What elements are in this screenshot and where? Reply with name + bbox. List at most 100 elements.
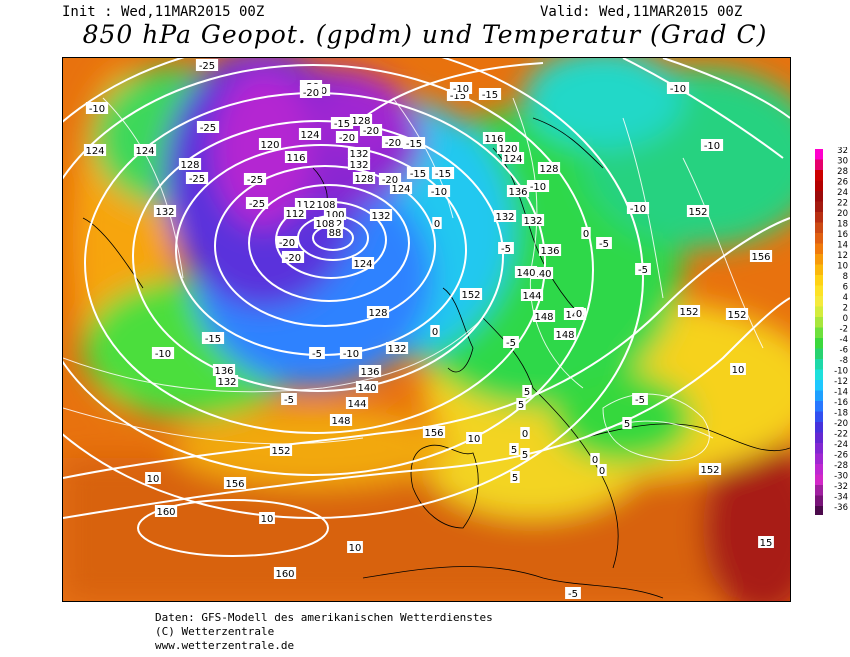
temperature-label: 10 (147, 474, 160, 485)
temperature-label-bg (359, 124, 383, 136)
temperature-label-bg (526, 180, 550, 192)
temperature-label: -10 (89, 104, 105, 115)
temperature-label: -25 (249, 199, 265, 210)
geopotential-label-bg (459, 288, 483, 300)
geopotential-label-bg (496, 142, 520, 154)
geopotential-label: 116 (484, 134, 503, 145)
color-scale-swatch (815, 390, 823, 401)
geopotential-label-bg (154, 505, 178, 517)
temperature-label: -15 (205, 334, 221, 345)
temperature-field (63, 58, 790, 601)
color-scale-label: -22 (834, 430, 848, 440)
color-scale-swatch (815, 506, 823, 515)
temperature-label-bg (245, 197, 269, 209)
geopotential-label-bg (537, 162, 561, 174)
color-scale-swatch (815, 170, 823, 181)
temperature-label: 10 (349, 543, 362, 554)
color-scale-swatch (815, 348, 823, 359)
color-scale-swatch (815, 401, 823, 412)
color-scale-label: -8 (840, 356, 848, 366)
geopotential-label: 140 (357, 383, 376, 394)
geopotential-label-bg (298, 128, 322, 140)
color-scale-swatch (815, 254, 823, 265)
color-scale-label: 26 (837, 178, 848, 188)
color-scale-label: 0 (843, 314, 848, 324)
color-scale-swatch (815, 380, 823, 391)
temperature-label-bg (299, 86, 323, 98)
geopotential-label: 144 (522, 291, 541, 302)
geopotential-label: 140 (516, 268, 535, 279)
geopotential-label: 108 (316, 200, 335, 211)
color-scale-swatch (815, 422, 823, 433)
copyright-text: (C) Wetterzentrale (155, 625, 275, 638)
geopotential-label-bg (273, 567, 297, 579)
geopotential-label: 112 (296, 200, 315, 211)
temperature-label-bg (478, 88, 502, 100)
website-link[interactable]: www.wetterzentrale.de (155, 639, 295, 652)
color-scale-label: -18 (834, 409, 848, 419)
temperature-label: -20 (303, 88, 319, 99)
temperature-label: -5 (506, 338, 516, 349)
footer: Daten: GFS-Modell des amerikanischen Wet… (155, 611, 493, 653)
color-scale-label: -34 (834, 493, 848, 503)
geopotential-label-bg (83, 144, 107, 156)
color-scale-label: 30 (837, 157, 848, 167)
color-scale-swatch (815, 285, 823, 296)
temperature-label: 5 (511, 445, 517, 456)
temperature-label-bg (520, 427, 530, 439)
temperature-label: 0 (576, 309, 582, 320)
geopotential-label-bg (212, 364, 236, 376)
temperature-label: 10 (732, 365, 745, 376)
temperature-label-bg (509, 443, 519, 455)
temperature-label-bg (581, 227, 591, 239)
temperature-label-bg (449, 82, 473, 94)
geopotential-label: 132 (349, 149, 368, 160)
color-scale-label: 18 (837, 220, 848, 230)
color-scale-swatch (815, 474, 823, 485)
temperature-label: -5 (599, 239, 609, 250)
color-scale-swatch (815, 180, 823, 191)
temperature-label: 15 (760, 538, 773, 549)
geopotential-label-bg (329, 414, 353, 426)
color-scale-swatch (815, 327, 823, 338)
color-scale-label: 14 (837, 241, 848, 251)
color-scale-label: 6 (843, 283, 848, 293)
geopotential-label: 120 (498, 144, 517, 155)
geopotential-label: 120 (260, 140, 279, 151)
temperature-labels: -25 -20 -20 -20 -15 -20 -10 -25 -25 -20 -15 -25 -25 -… (85, 59, 774, 600)
geopotential-label: 152 (461, 290, 480, 301)
temperature-label-bg (196, 121, 220, 133)
temperature-label-bg (498, 242, 514, 254)
geopotential-label: 160 (275, 569, 294, 580)
color-scale-swatch (815, 485, 823, 496)
temperature-label: -5 (638, 265, 648, 276)
geopotential-label: 152 (700, 465, 719, 476)
geopotential-label: 152 (727, 310, 746, 321)
temperature-label: -15 (410, 169, 426, 180)
geopotential-label: 152 (679, 307, 698, 318)
temperature-label: 0 (599, 466, 605, 477)
color-scale: 32302826242220181614121086420-2-4-6-8-10… (815, 147, 848, 515)
temperature-label: -20 (382, 175, 398, 186)
color-scale-swatch (815, 317, 823, 328)
geopotential-label: 136 (508, 187, 527, 198)
geopotential-label-bg (358, 365, 382, 377)
color-scale-swatch (815, 338, 823, 349)
geopotential-label: 128 (354, 174, 373, 185)
temperature-label-bg (195, 59, 219, 71)
temperature-label-bg (145, 472, 161, 484)
geopotential-label-bg (347, 147, 371, 159)
geopotential-label-bg (283, 207, 307, 219)
geopotential-label: 116 (286, 153, 305, 164)
temperature-label: -10 (630, 204, 646, 215)
geopotential-label-bg (514, 266, 538, 278)
color-scale-label: 2 (843, 304, 848, 314)
temperature-label-bg (427, 185, 451, 197)
geopotential-label-bg (749, 250, 773, 262)
color-scale-label: -16 (834, 398, 848, 408)
temperature-label: -5 (635, 395, 645, 406)
color-scale-label: 16 (837, 230, 848, 240)
color-scale-label: 28 (837, 167, 848, 177)
temperature-label: -25 (247, 175, 263, 186)
geopotential-label: 128 (368, 308, 387, 319)
